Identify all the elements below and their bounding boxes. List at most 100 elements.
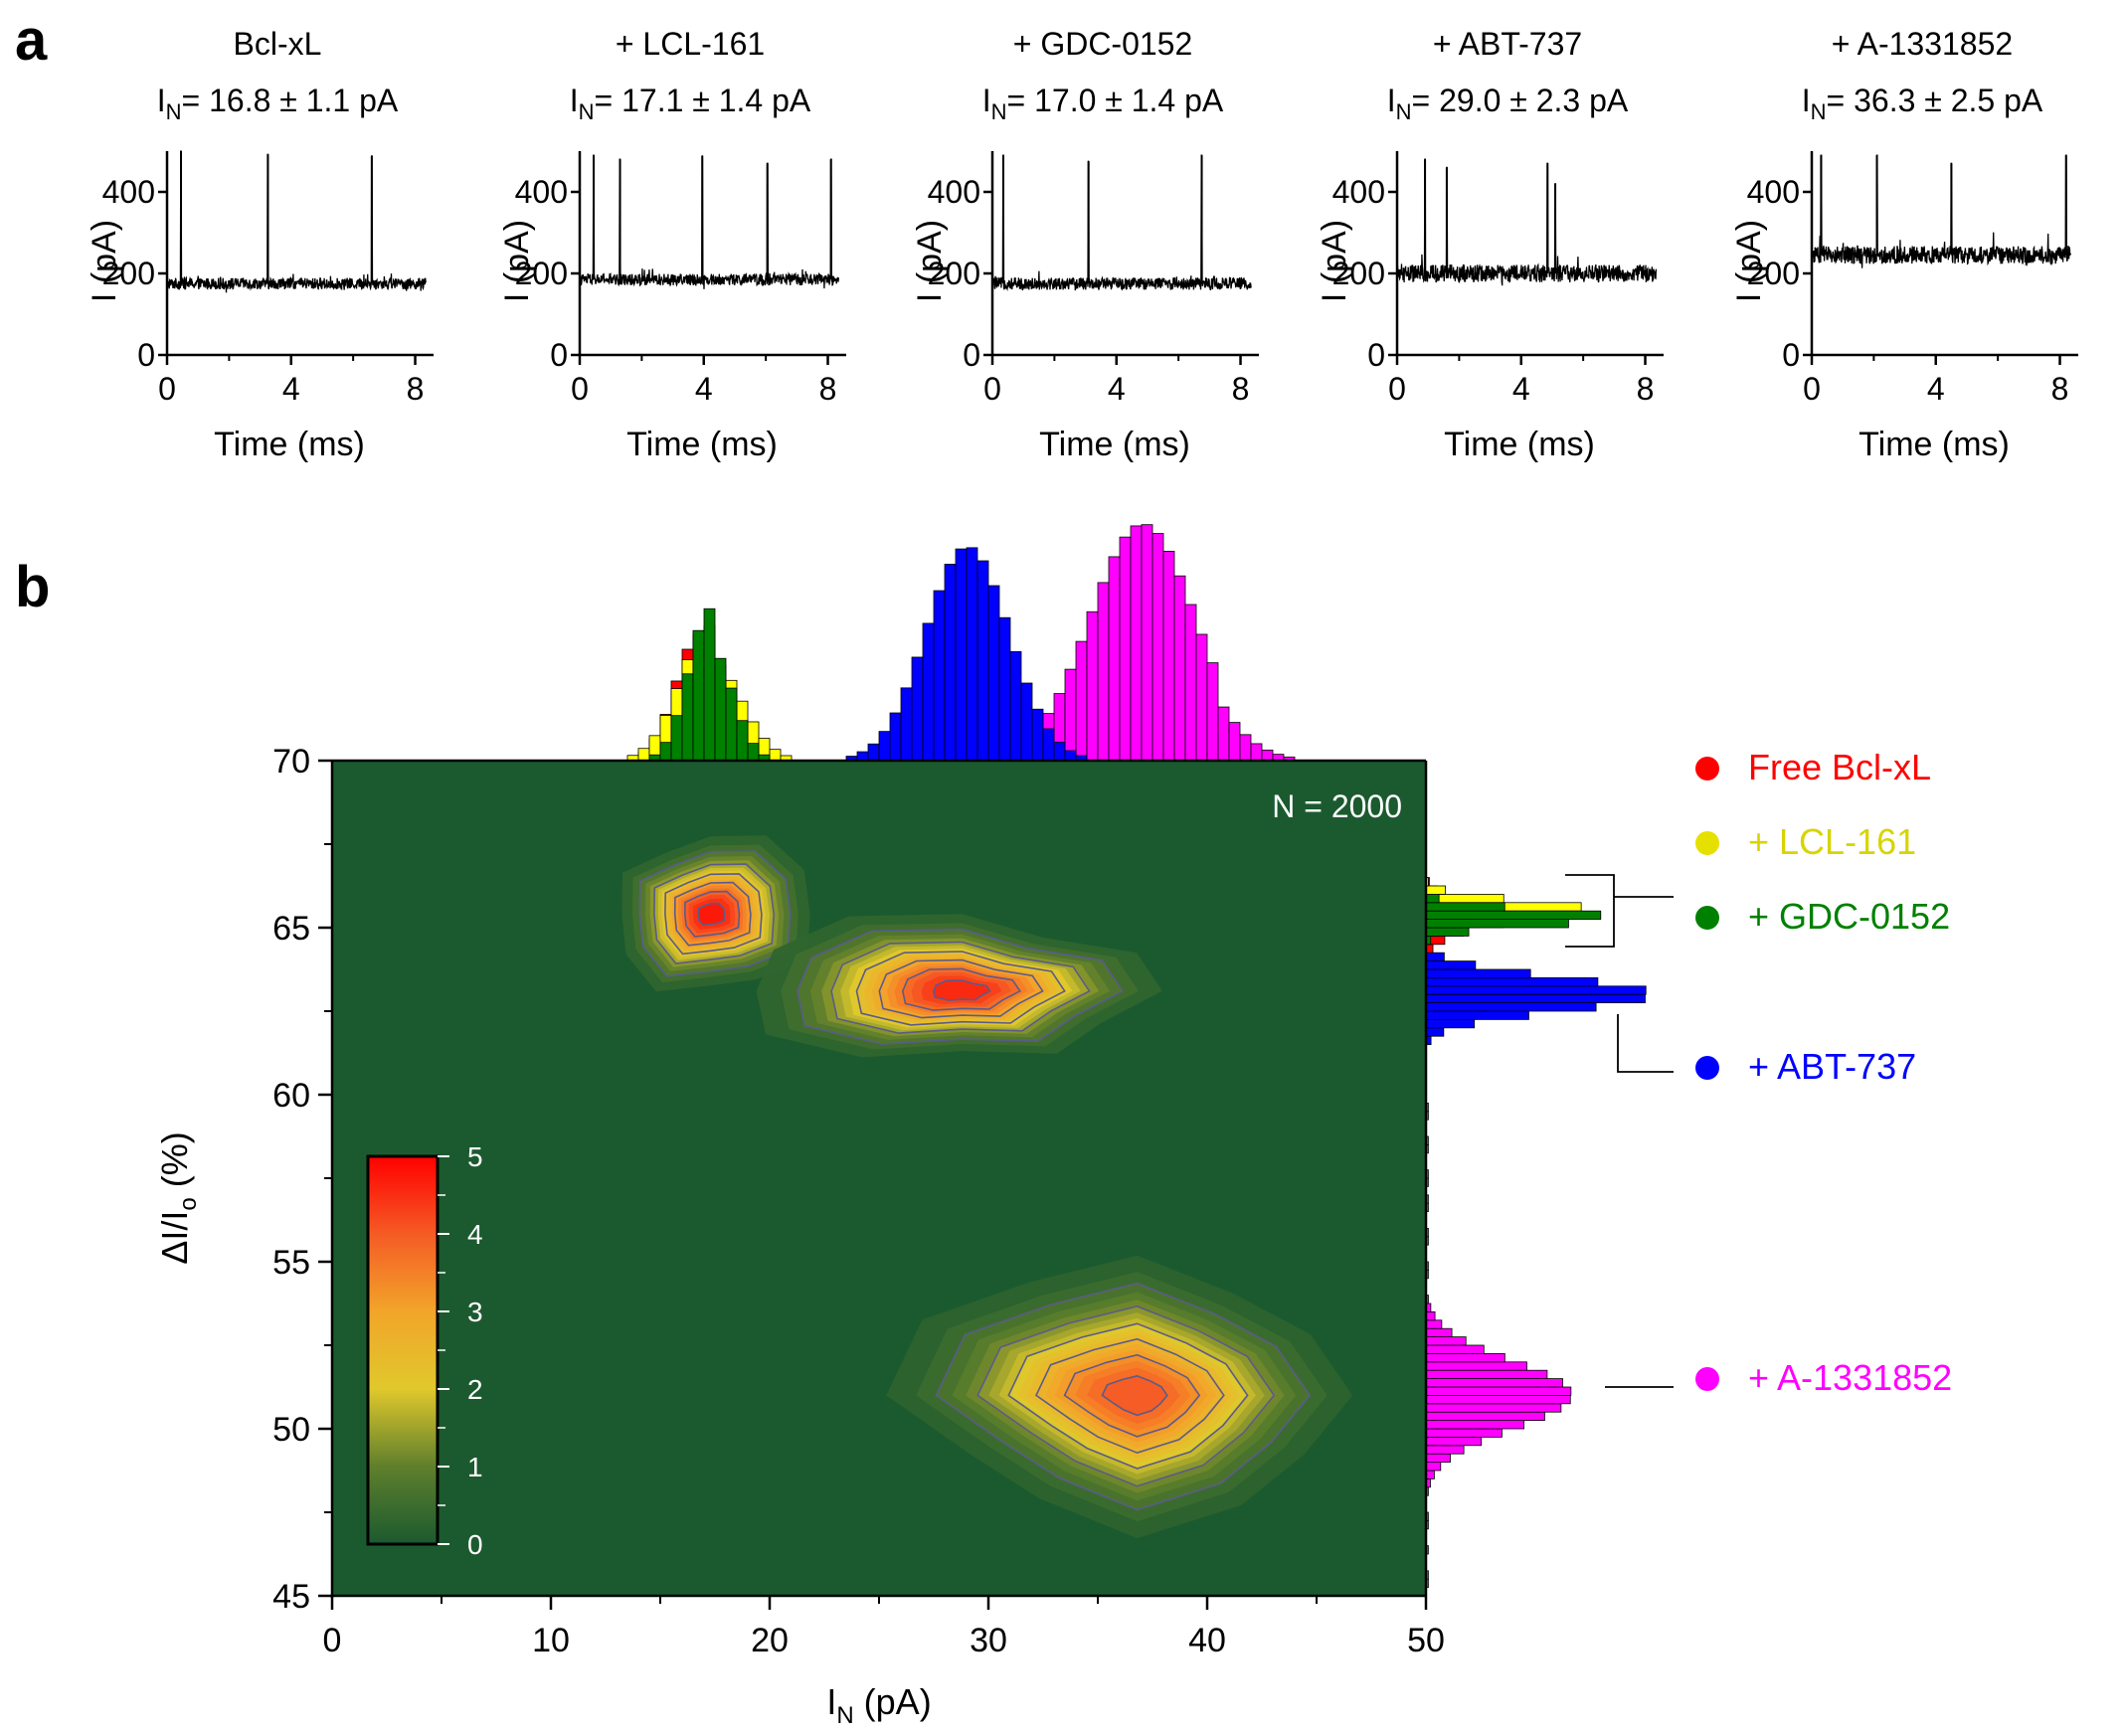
y-axis-label: I (pA) <box>1730 220 1768 302</box>
y-tick-label: 55 <box>272 1244 310 1282</box>
top-histogram-bar <box>1053 742 1066 762</box>
right-histogram-bar <box>1425 1411 1545 1421</box>
top-histogram-bar <box>1064 668 1077 762</box>
right-histogram-bar <box>1425 1386 1572 1396</box>
x-tick-label: 4 <box>282 371 300 407</box>
top-histogram-bar <box>911 656 924 762</box>
right-histogram-bar <box>1425 1311 1436 1321</box>
top-histogram-bar <box>1031 708 1044 762</box>
density-contour <box>932 979 991 1001</box>
right-histogram-bar <box>1425 1470 1435 1479</box>
right-histogram-bar <box>1425 985 1647 995</box>
legend-label: + LCL-161 <box>1748 821 1916 862</box>
y-tick-label: 0 <box>550 337 568 373</box>
right-histogram-bar <box>1425 1353 1505 1363</box>
label-part: I <box>1387 83 1396 118</box>
top-histogram-bar <box>1250 743 1263 762</box>
trace-title: Bcl-xL <box>234 26 322 62</box>
label-part: = 29.0 ± 2.3 pA <box>1412 83 1629 118</box>
y-tick-label: 0 <box>1367 337 1385 373</box>
x-tick-label: 0 <box>571 371 589 407</box>
y-tick-label: 400 <box>1747 174 1800 210</box>
x-tick-label: 4 <box>1927 371 1945 407</box>
y-tick-label: 200 <box>928 256 980 291</box>
current-trace <box>991 154 1252 292</box>
label-part: o <box>175 1197 202 1210</box>
top-histogram-bar <box>1239 734 1252 762</box>
label-part: = 36.3 ± 2.5 pA <box>1827 83 2043 118</box>
y-tick-label: 45 <box>272 1578 310 1616</box>
legend-marker <box>1695 1367 1719 1391</box>
top-histogram-bar <box>692 629 705 762</box>
label-part: N <box>1396 99 1412 124</box>
x-tick-label: 0 <box>158 371 176 407</box>
top-histogram-bar <box>1228 722 1241 762</box>
right-histogram-bar <box>1425 919 1569 929</box>
top-histogram-bar <box>1009 650 1022 762</box>
x-tick-label: 30 <box>970 1622 1007 1659</box>
right-histogram-bar <box>1425 1428 1503 1438</box>
label-part: N <box>579 99 595 124</box>
top-histogram-bar <box>1195 633 1208 762</box>
top-histogram-bar <box>659 742 672 762</box>
right-histogram-bar <box>1425 885 1446 895</box>
top-histogram-bar <box>998 616 1011 762</box>
right-histogram-bar <box>1425 1420 1524 1430</box>
y-tick-label: 60 <box>272 1077 310 1115</box>
legend-marker <box>1695 757 1719 781</box>
y-tick-label: 200 <box>102 256 155 291</box>
label-part: N <box>836 1702 853 1729</box>
x-tick-label: 0 <box>1803 371 1821 407</box>
colorbar-tick-label: 1 <box>467 1452 483 1482</box>
top-histogram-bar <box>976 560 989 762</box>
x-tick-label: 4 <box>1108 371 1126 407</box>
heatmap-contours <box>621 835 1353 1539</box>
x-tick-label: 4 <box>695 371 713 407</box>
colorbar-tick-label: 2 <box>467 1374 483 1405</box>
top-histogram-bar <box>1042 728 1055 762</box>
x-tick-label: 4 <box>1512 371 1530 407</box>
right-histogram-bar <box>1425 968 1531 978</box>
right-histogram <box>1424 761 1647 1596</box>
current-trace <box>1811 154 2072 268</box>
top-histogram-bar <box>955 548 968 762</box>
density-contour <box>1101 1374 1168 1417</box>
label-part: = 16.8 ± 1.1 pA <box>182 83 399 118</box>
density-contour <box>697 902 726 927</box>
top-histogram-bar <box>922 622 935 762</box>
y-tick-label: 65 <box>272 910 310 948</box>
top-histogram-bar <box>1173 575 1186 762</box>
right-histogram-bar <box>1425 1361 1527 1371</box>
top-histogram-bar <box>769 749 782 762</box>
top-histogram-bar <box>1151 533 1164 762</box>
trace-panel: + GDC-0152 IN= 17.0 ± 1.4 pA 0 200 400 0 4 8 Tim… <box>911 26 1259 463</box>
label-part: (%) <box>154 1131 195 1197</box>
legend-label: + ABT-737 <box>1748 1046 1916 1087</box>
y-tick-label: 400 <box>515 174 568 210</box>
x-axis-label: IN (pA) <box>826 1681 931 1729</box>
right-histogram-bar <box>1425 1445 1465 1455</box>
top-histogram-bar <box>856 751 869 762</box>
trace-title: + A-1331852 <box>1832 26 2013 62</box>
trace-title: + GDC-0152 <box>1013 26 1193 62</box>
top-histogram-bar <box>1162 551 1175 762</box>
x-tick-label: 8 <box>1637 371 1655 407</box>
top-histogram-bar <box>1020 682 1033 762</box>
top-histogram-bar <box>987 585 1000 762</box>
label-part: N <box>1811 99 1827 124</box>
x-tick-label: 50 <box>1407 1622 1445 1659</box>
top-histogram-bar <box>966 547 978 762</box>
legend-connector <box>1617 1014 1674 1073</box>
label-part: = 17.1 ± 1.4 pA <box>595 83 811 118</box>
right-histogram-bar <box>1425 1027 1445 1037</box>
label-part: I <box>982 83 991 118</box>
top-histogram <box>332 524 1426 763</box>
y-tick-label: 50 <box>272 1411 310 1449</box>
right-histogram-bar <box>1425 960 1477 970</box>
top-histogram-bar <box>889 712 902 762</box>
top-histogram-bar <box>747 743 760 762</box>
label-part: = 17.0 ± 1.4 pA <box>1007 83 1224 118</box>
top-histogram-bar <box>703 608 716 762</box>
x-tick-label: 8 <box>819 371 837 407</box>
right-histogram-bar <box>1425 1319 1443 1329</box>
